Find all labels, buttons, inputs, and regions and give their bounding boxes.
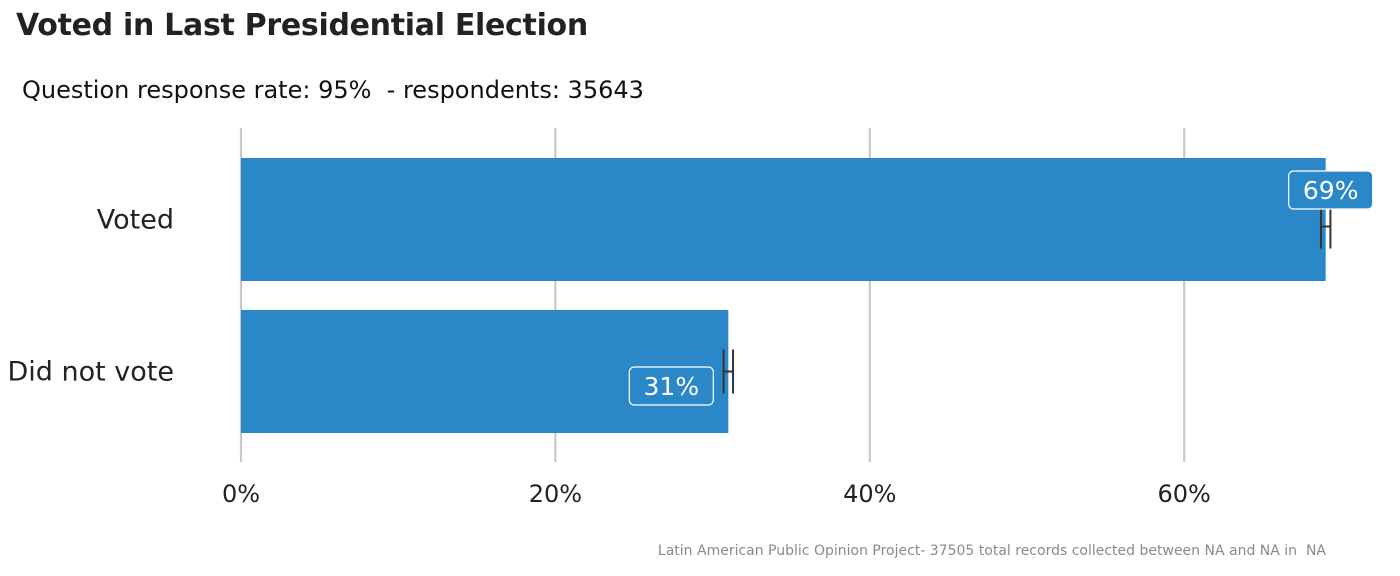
labels: 0% 20% 40% 60% Voted 69% Did not vote 31% — [7, 170, 1374, 508]
x-tick-label: 40% — [843, 480, 896, 508]
bar — [241, 158, 1326, 281]
x-tick-label: 0% — [222, 480, 260, 508]
data-label: 31% — [628, 366, 714, 406]
y-category-label: Voted — [97, 205, 174, 236]
data-label-text: 69% — [1303, 176, 1359, 205]
x-tick-label: 20% — [529, 480, 582, 508]
error-bar — [1319, 204, 1332, 249]
error-bar — [722, 349, 735, 394]
data-label-text: 31% — [644, 372, 700, 401]
chart-subtitle: Question response rate: 95% - respondent… — [22, 76, 644, 104]
chart-caption: Latin American Public Opinion Project- 3… — [657, 543, 1326, 559]
data-label: 69% — [1288, 170, 1374, 210]
y-category-label: Did not vote — [7, 357, 174, 388]
x-tick-label: 60% — [1158, 480, 1211, 508]
bars — [241, 158, 1326, 433]
chart-title: Voted in Last Presidential Election — [16, 8, 588, 43]
